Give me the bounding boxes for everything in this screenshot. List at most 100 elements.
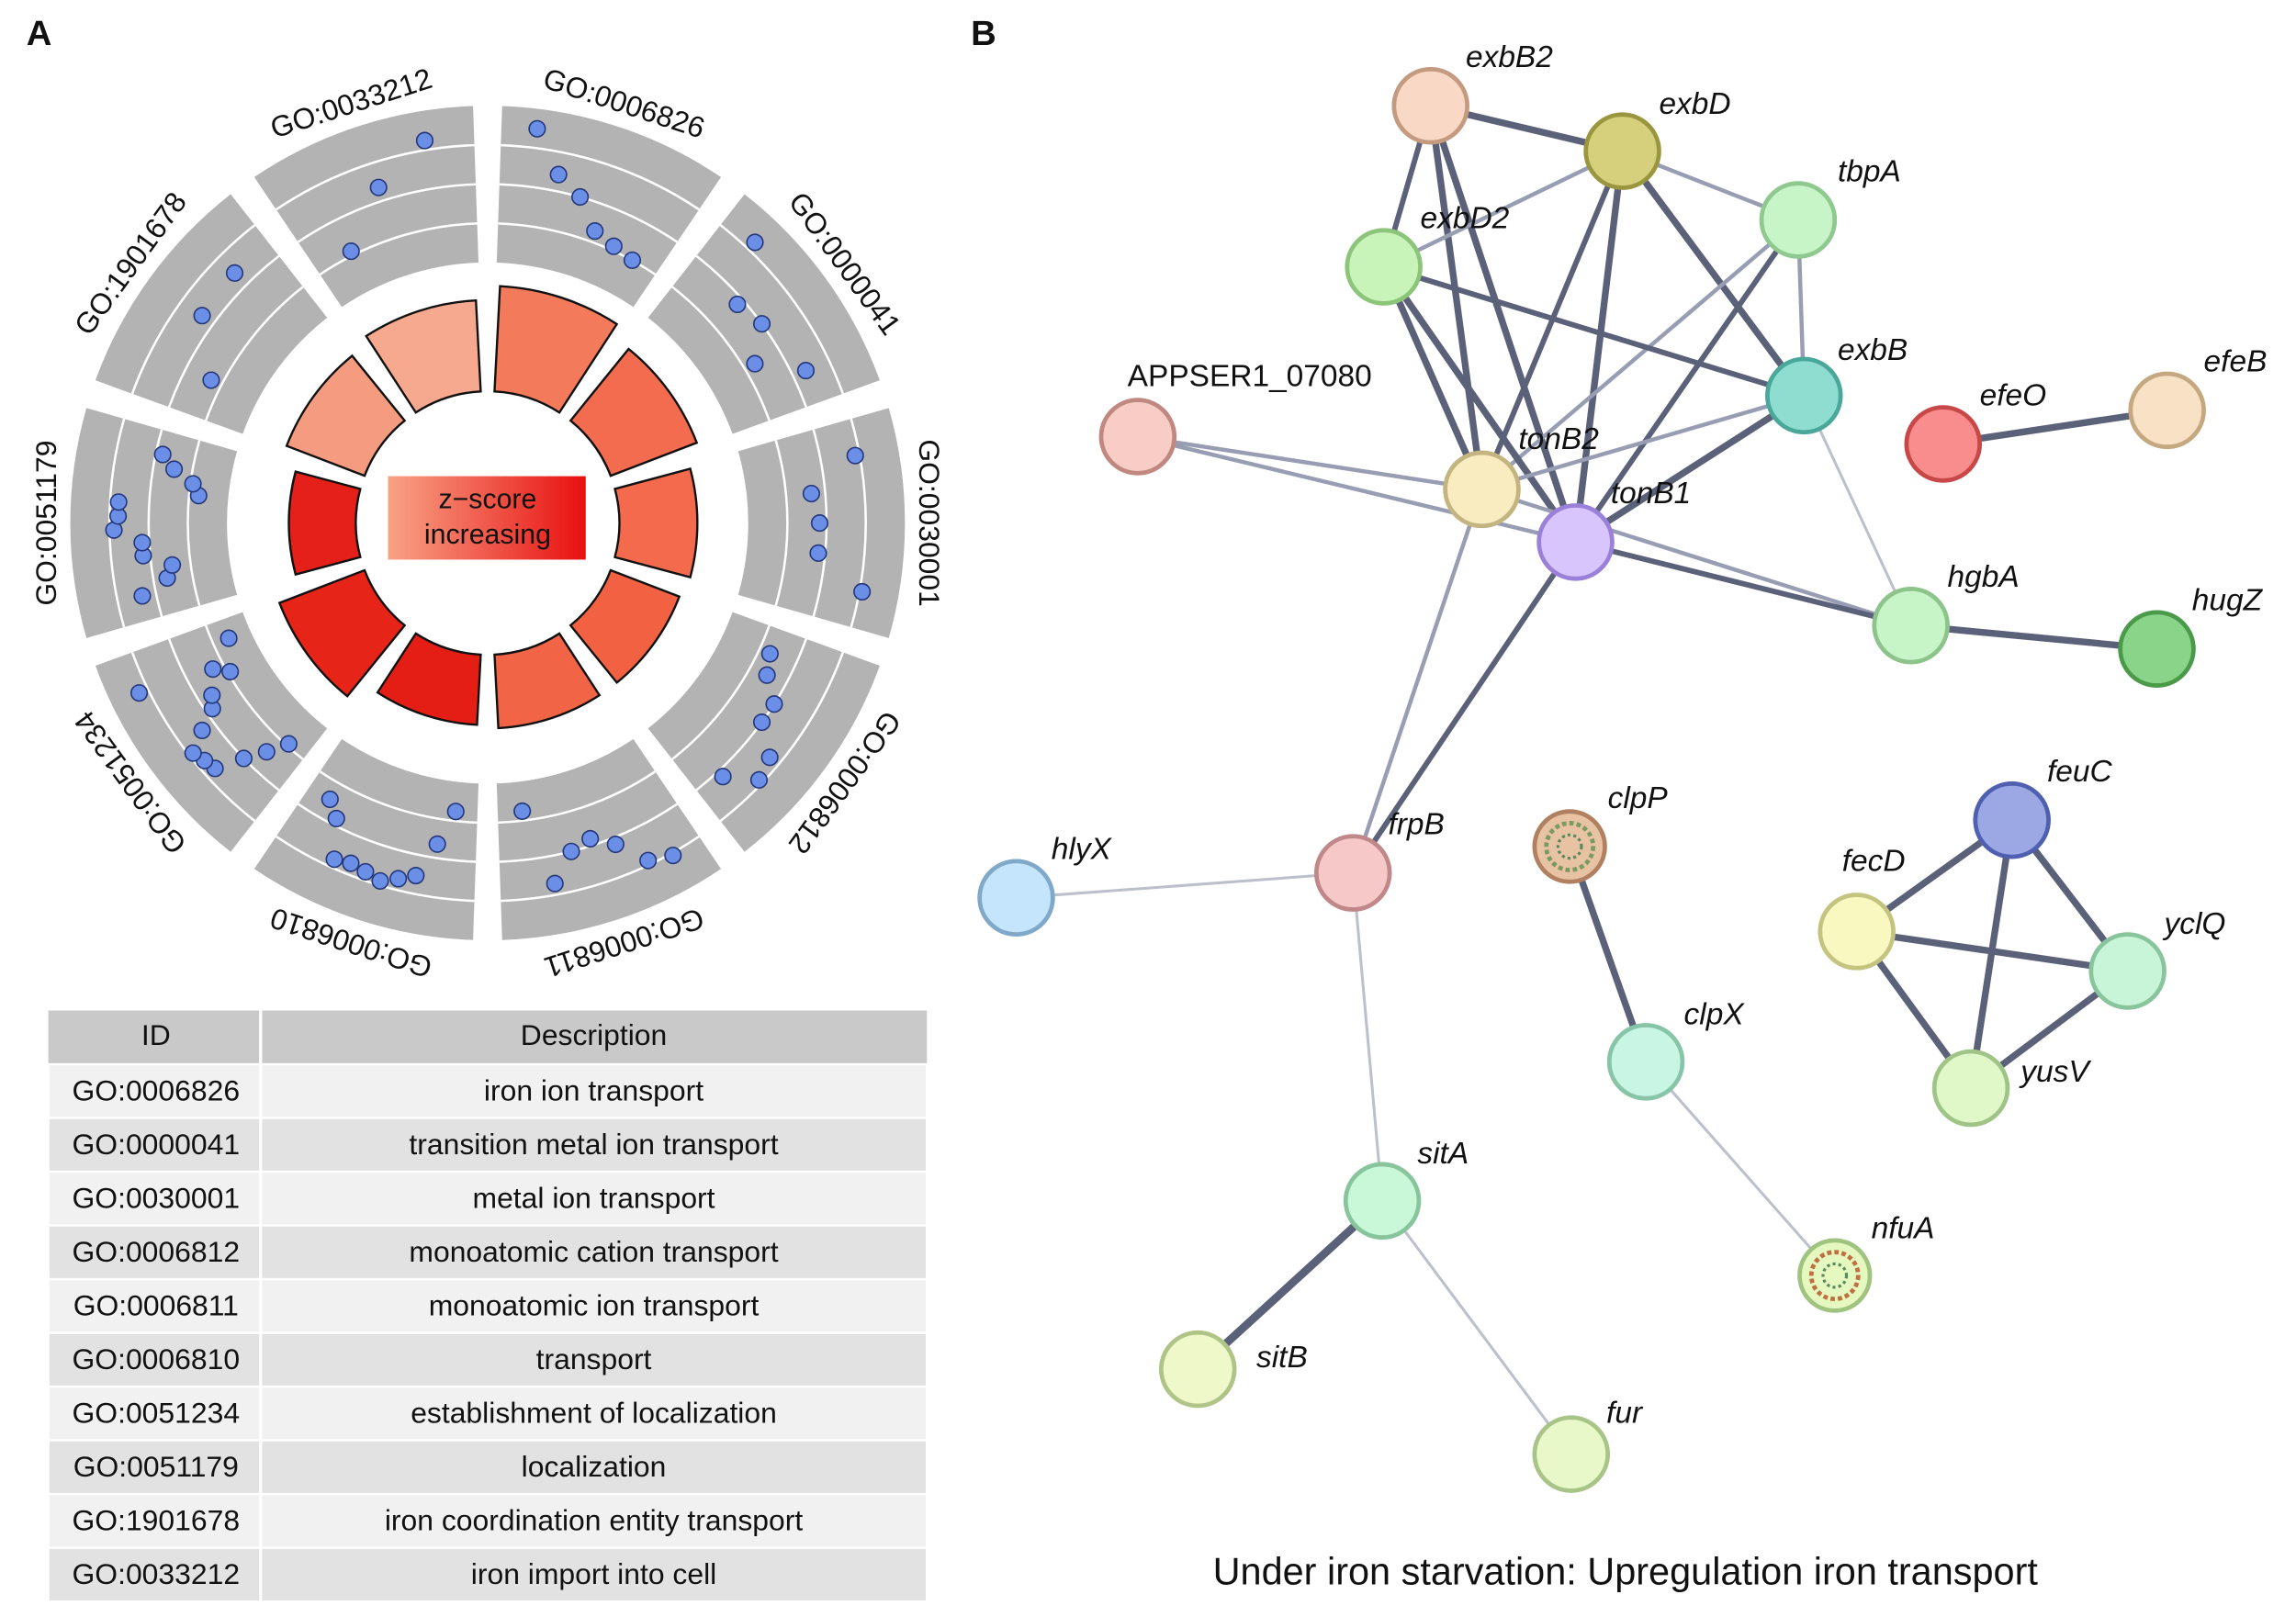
gene-dot [389,870,408,888]
network-node [1536,503,1615,581]
gene-dot [371,871,389,890]
node-label: frpB [1388,807,1444,841]
term-bar [277,568,407,698]
sector-ring [850,418,867,628]
gene-dot [446,803,465,821]
gene-dot [752,713,771,732]
table-cell: GO:0006810 [73,1342,241,1376]
gene-dot [415,131,434,150]
network-edge [1618,147,1807,399]
sector-ring [719,651,845,823]
gene-dot [325,850,343,869]
network-edge [1908,622,2161,653]
gene-dot [714,768,732,786]
gene-dot [184,744,202,762]
gene-dot [342,242,360,261]
zscore-label: z−score [438,485,536,515]
sector-ring [186,440,201,606]
gene-dot [528,119,546,138]
gene-dot [356,862,375,881]
gene-dot [581,829,600,848]
sector-ring [319,222,478,276]
gene-dot [153,445,172,464]
network-node [1532,1415,1611,1493]
table-cell: GO:0006811 [73,1288,239,1321]
gene-dot [133,533,152,552]
network-node [1345,228,1423,306]
gene-dot [257,743,276,761]
sector-ring [297,183,477,243]
gene-dot [369,178,388,197]
gene-dot [752,315,771,333]
gene-dot [428,835,446,853]
structure-icon [1556,833,1583,860]
node-label: clpP [1608,781,1669,815]
gene-dot [809,544,827,562]
table-cell: transport [536,1342,652,1376]
node-label: sitB [1256,1341,1308,1375]
network-node [1583,112,1661,190]
table-cell: GO:0051179 [73,1450,239,1483]
network-edge [1853,927,2132,975]
table-header [48,1010,928,1065]
term-bar [287,470,362,577]
gene-dot [129,684,149,702]
gene-dot [604,237,623,255]
gene-dot [758,666,776,684]
gene-dot [546,874,564,893]
network-edge [1193,1196,1387,1374]
network-node [1443,450,1521,529]
sector-ring [130,651,256,823]
network-edge [1380,263,1580,545]
network-edge [1135,434,1484,492]
network-node [1904,405,1983,483]
table-row [47,1439,929,1496]
table-row [47,1546,929,1603]
term-sector [647,194,880,434]
gene-dot [221,662,240,680]
table-cell: iron ion transport [484,1073,703,1106]
gene-dot [342,854,360,872]
network-node [1313,834,1392,912]
network-edge [1802,394,1913,627]
sector-ring [275,835,475,903]
network-edge [1350,539,1579,876]
network-edge [1381,149,1625,269]
network-edge [1480,218,1801,492]
gene-dot [796,362,816,380]
gene-dot [549,165,568,184]
gene-dot [728,295,747,314]
gene-dot [760,748,779,767]
term-sector [95,612,328,852]
edge-layer [1014,102,2171,1456]
network-node [1158,1330,1237,1409]
table-header-cell: Description [521,1018,667,1051]
node-label: tonB1 [1611,477,1691,511]
sector-ring [774,440,789,606]
node-label: clpX [1684,998,1746,1032]
zscore-box [388,476,586,560]
gene-dot [623,251,642,269]
network-node [1931,1049,2010,1128]
node-label: exbB2 [1466,40,1553,74]
panel-label: A [27,14,52,53]
node-label: APPSER1_07080 [1128,360,1372,394]
sector-ring [204,286,304,421]
sector-ring [130,224,256,395]
gene-dot [193,721,211,740]
gene-dot [765,695,783,713]
network-node [1797,1238,1873,1313]
sector-ring [167,254,280,408]
gene-dot [746,233,764,252]
node-label: yclQ [2163,907,2226,941]
term-sector [70,408,238,638]
term-bar [493,632,602,730]
network-node [1973,781,2051,859]
network-node [1759,181,1838,259]
table-row [47,1385,929,1442]
structure-icon [1544,821,1596,872]
table-cell: GO:0006812 [73,1235,241,1268]
sector-ring [671,624,771,760]
gene-dot [184,475,202,493]
